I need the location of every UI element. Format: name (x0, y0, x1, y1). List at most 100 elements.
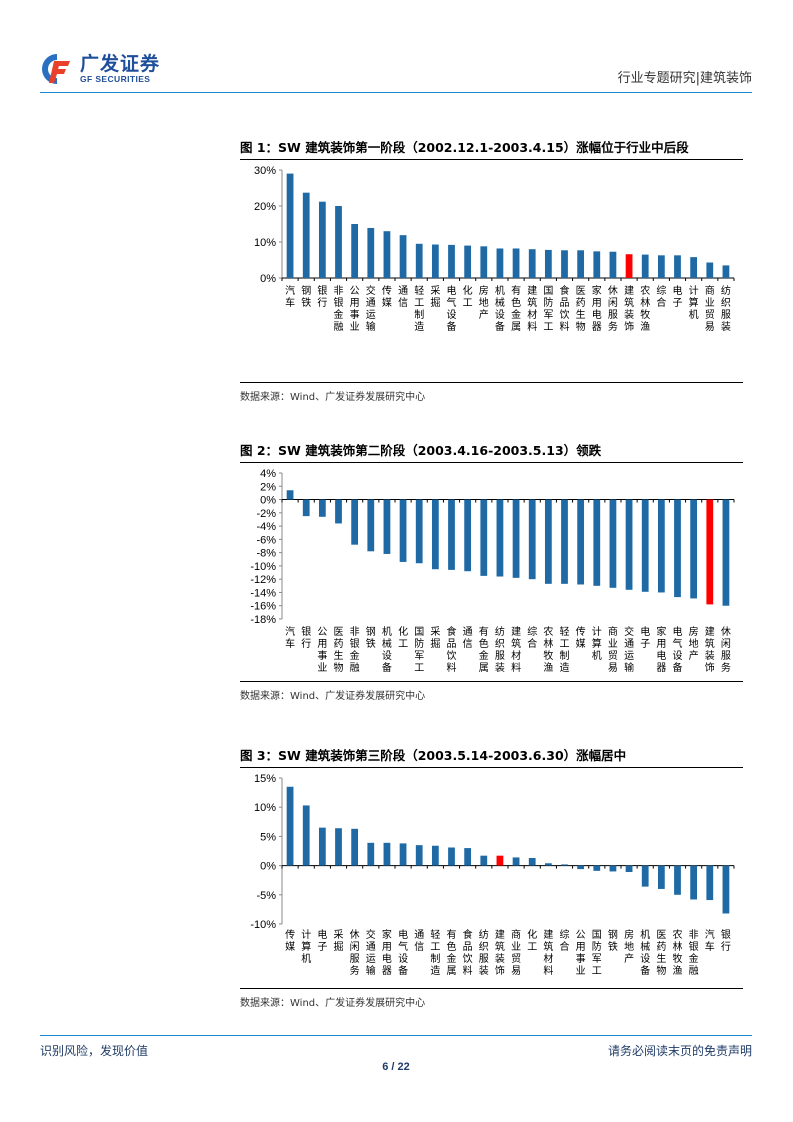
x-category-label: 料 (463, 964, 473, 977)
y-tick-label: 2% (260, 481, 276, 493)
x-category-label: 用 (576, 942, 586, 953)
x-category-label: 备 (495, 320, 505, 333)
x-category-label: 交 (624, 625, 634, 638)
y-tick-label: 0% (260, 495, 276, 507)
x-category-label: 传 (285, 929, 295, 941)
bar (593, 499, 601, 586)
x-category-label: 电 (447, 284, 457, 297)
x-category-label: 织 (495, 638, 505, 650)
x-category-label: 计 (592, 625, 602, 638)
x-category-label: 气 (673, 637, 683, 650)
x-category-label: 融 (350, 662, 360, 674)
x-category-label: 化 (398, 625, 408, 638)
bar (641, 499, 649, 592)
bar (706, 262, 714, 278)
x-category-label: 商 (511, 928, 521, 941)
x-category-label: 金 (511, 308, 521, 321)
x-category-label: 机 (689, 308, 699, 321)
x-category-label: 设 (398, 953, 408, 965)
x-category-label: 备 (673, 661, 683, 674)
x-category-label: 贸 (608, 650, 618, 662)
x-category-label: 综 (656, 284, 666, 297)
y-tick-label: 30% (254, 165, 276, 177)
x-category-label: 产 (689, 649, 699, 662)
y-tick-label: -8% (256, 548, 276, 560)
x-category-label: 备 (398, 964, 408, 977)
x-category-label: 业 (705, 297, 715, 309)
figure-3: 图 3：SW 建筑装饰第三阶段（2003.5.14-2003.6.30）涨幅居中… (240, 745, 743, 1009)
x-category-label: 金 (479, 649, 489, 662)
bar (528, 499, 536, 580)
x-category-label: 色 (479, 637, 489, 650)
bar (674, 499, 681, 598)
x-category-label: 筑 (624, 296, 634, 309)
x-category-label: 业 (511, 941, 521, 953)
x-category-label: 建 (511, 625, 521, 638)
y-tick-label: -4% (256, 521, 276, 533)
x-category-label: 服 (495, 650, 505, 662)
y-tick-label: -2% (256, 508, 276, 520)
x-category-label: 材 (543, 952, 553, 965)
x-category-label: 设 (495, 309, 505, 321)
highlight-bar (706, 499, 714, 605)
x-category-label: 交 (366, 928, 376, 941)
x-category-label: 融 (334, 321, 344, 333)
x-category-label: 合 (527, 637, 537, 650)
x-category-label: 品 (560, 297, 570, 309)
report-section-label: 行业专题研究|建筑装饰 (617, 71, 752, 86)
bar (722, 499, 730, 606)
x-category-label: 产 (624, 952, 634, 965)
x-category-label: 牧 (543, 649, 553, 662)
x-category-label: 信 (398, 297, 408, 309)
y-tick-label: -18% (250, 614, 276, 626)
x-category-label: 农 (673, 928, 683, 941)
bar (399, 843, 407, 866)
bar (286, 786, 294, 866)
bar (690, 499, 698, 599)
bar (641, 865, 649, 887)
x-category-label: 子 (673, 297, 683, 309)
x-category-label: 有 (511, 284, 521, 297)
bar (544, 863, 552, 866)
x-category-label: 服 (350, 953, 360, 965)
x-category-label: 林 (673, 940, 683, 953)
bar (415, 243, 423, 278)
x-category-label: 钢 (301, 284, 311, 297)
x-category-label: 料 (527, 320, 537, 333)
x-category-label: 饮 (463, 952, 473, 965)
figure-2-title: 图 2：SW 建筑装饰第二阶段（2003.4.16-2003.5.13）领跌 (240, 440, 743, 463)
bar (367, 499, 375, 552)
x-category-label: 属 (447, 965, 457, 977)
x-category-label: 物 (334, 661, 344, 674)
x-category-label: 行 (301, 637, 311, 650)
x-category-label: 建 (527, 284, 537, 297)
x-category-label: 服 (608, 309, 618, 321)
x-category-label: 易 (511, 965, 521, 977)
bar (367, 227, 375, 278)
y-tick-label: 15% (254, 773, 276, 785)
x-category-label: 银 (721, 928, 731, 941)
figure-1: 图 1：SW 建筑装饰第一阶段（2002.12.1-2003.4.15）涨幅位于… (240, 137, 743, 403)
bar (383, 842, 391, 866)
x-category-label: 掘 (334, 940, 344, 953)
x-category-label: 用 (656, 639, 666, 650)
bar (302, 805, 310, 866)
x-category-label: 军 (543, 309, 553, 321)
x-category-label: 装 (721, 320, 731, 333)
x-category-label: 子 (640, 638, 650, 650)
x-category-label: 品 (463, 941, 473, 953)
bar (448, 847, 455, 866)
page-number: 6 / 22 (382, 1061, 410, 1073)
x-category-label: 装 (624, 308, 634, 321)
x-category-label: 筑 (705, 637, 715, 650)
x-category-label: 机 (301, 952, 311, 965)
x-category-label: 算 (689, 296, 699, 309)
logo-chinese-name: 广发证券 (80, 53, 161, 75)
x-category-label: 牧 (673, 952, 683, 965)
bar (286, 490, 294, 500)
x-category-label: 农 (640, 284, 650, 297)
x-category-label: 轻 (430, 928, 440, 941)
x-category-label: 材 (511, 649, 521, 662)
x-category-label: 械 (495, 296, 505, 309)
x-category-label: 通 (366, 941, 376, 953)
